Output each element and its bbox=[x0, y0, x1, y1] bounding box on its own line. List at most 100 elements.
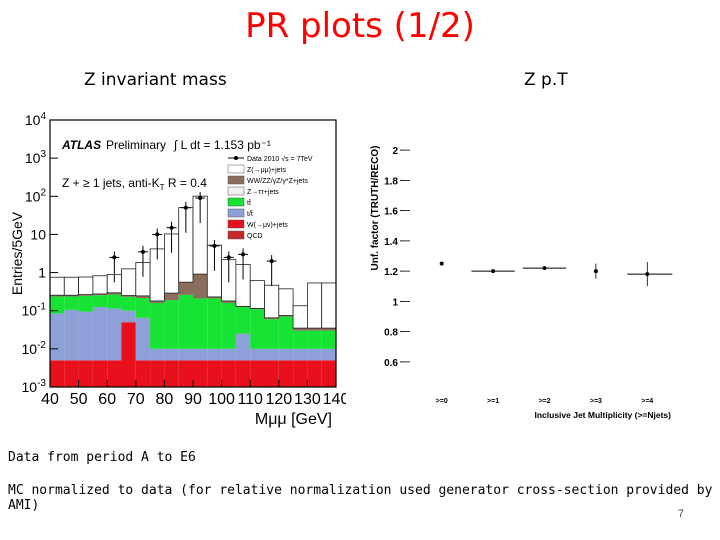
hist-bar bbox=[278, 315, 294, 317]
y-tick-label: 10-2 bbox=[22, 340, 47, 357]
hist-bar bbox=[292, 305, 308, 329]
y-tick-label: 0.8 bbox=[384, 328, 398, 339]
y-tick-label: 1.8 bbox=[384, 176, 398, 187]
hist-bar bbox=[250, 348, 265, 361]
hist-bar bbox=[264, 317, 279, 320]
hist-bar bbox=[264, 284, 280, 319]
hist-bar bbox=[250, 360, 265, 387]
hist-bar bbox=[307, 360, 322, 387]
y-tick-label: 1 bbox=[38, 265, 46, 281]
hist-bar bbox=[92, 275, 108, 295]
legend-label: Z→ττ+jets bbox=[247, 189, 279, 196]
hist-bar bbox=[49, 276, 65, 296]
hist-bar bbox=[249, 280, 265, 309]
hist-bar bbox=[264, 348, 279, 361]
hist-bar bbox=[107, 308, 122, 361]
hist-bar bbox=[135, 360, 151, 387]
x-tick-label: 100 bbox=[208, 391, 235, 408]
x-tick-label: 140 bbox=[323, 391, 346, 408]
data-point bbox=[112, 255, 117, 260]
hist-bar bbox=[307, 348, 322, 361]
hist-bar bbox=[164, 300, 179, 349]
hist-bar bbox=[50, 313, 65, 361]
hist-bar bbox=[235, 307, 251, 334]
y-tick-label: 1 bbox=[392, 297, 398, 308]
data-point bbox=[198, 196, 203, 201]
hist-bar bbox=[321, 360, 336, 387]
data-point bbox=[542, 266, 547, 271]
hist-bar bbox=[121, 295, 136, 297]
x-axis-label: Inclusive Jet Multiplicity (>=Njets) bbox=[534, 410, 671, 420]
left-plot-caption: Z invariant mass bbox=[84, 70, 227, 90]
hist-bar bbox=[293, 330, 308, 349]
data-point bbox=[593, 269, 598, 274]
data-point bbox=[155, 232, 160, 237]
legend-label: Data 2010 √s = 7TeV bbox=[247, 155, 313, 163]
hist-bar bbox=[278, 360, 294, 387]
legend-label: W(→μν)+jets bbox=[247, 222, 288, 229]
hist-bar bbox=[264, 319, 279, 349]
x-axis-label: Mμμ [GeV] bbox=[255, 411, 332, 428]
hist-bar bbox=[121, 268, 137, 296]
hist-bar bbox=[92, 295, 108, 308]
hist-bar bbox=[150, 300, 165, 303]
x-tick-label: 120 bbox=[265, 391, 292, 408]
hist-bar bbox=[50, 295, 65, 297]
legend-label: t/t̄ bbox=[247, 210, 253, 218]
y-tick-label: 102 bbox=[25, 187, 47, 204]
hist-bar bbox=[135, 317, 151, 361]
hist-bar bbox=[278, 348, 294, 361]
hist-bar bbox=[178, 348, 193, 361]
hist-bar bbox=[78, 294, 93, 296]
hist-bar bbox=[164, 360, 179, 387]
hist-bar bbox=[221, 360, 236, 387]
data-point bbox=[491, 269, 496, 274]
hist-bar bbox=[63, 276, 79, 296]
legend-swatch bbox=[227, 164, 245, 174]
hist-bar bbox=[92, 360, 108, 387]
x-tick-label: 80 bbox=[156, 391, 174, 408]
hist-bar bbox=[64, 295, 79, 297]
hist-bar bbox=[193, 348, 208, 361]
hist-bar bbox=[164, 293, 179, 301]
hist-bar bbox=[207, 360, 222, 387]
data-point bbox=[212, 243, 217, 248]
hist-bar bbox=[207, 348, 222, 361]
hist-bar bbox=[92, 293, 108, 296]
hist-bar bbox=[107, 360, 122, 387]
hist-bar bbox=[207, 296, 222, 299]
y-tick-label: 103 bbox=[25, 149, 47, 166]
hist-bar bbox=[92, 307, 108, 361]
x-tick-label: 70 bbox=[127, 391, 145, 408]
hist-bar bbox=[78, 311, 93, 361]
hist-bar bbox=[78, 360, 93, 387]
hist-bar bbox=[235, 333, 251, 361]
hist-bar bbox=[321, 348, 336, 361]
y-tick-label: 104 bbox=[25, 111, 47, 128]
hist-bar bbox=[150, 302, 165, 349]
luminosity-label: ∫ L dt = 1.153 pb⁻¹ bbox=[173, 138, 271, 152]
x-tick-label: 50 bbox=[70, 391, 88, 408]
data-point bbox=[269, 259, 274, 264]
hist-bar bbox=[164, 348, 179, 361]
hist-bar bbox=[135, 298, 151, 318]
hist-bar bbox=[150, 348, 165, 361]
legend-label: tt̄ bbox=[247, 199, 251, 207]
hist-bar bbox=[307, 328, 322, 331]
hist-bar bbox=[293, 348, 308, 361]
atlas-label: ATLAS bbox=[61, 138, 101, 152]
x-tick-label: >=0 bbox=[436, 398, 448, 405]
hist-bar bbox=[221, 348, 236, 361]
x-tick-label: >=3 bbox=[590, 398, 602, 405]
y-tick-label: 10-3 bbox=[22, 378, 47, 395]
hist-bar bbox=[235, 360, 251, 387]
x-tick-label: 110 bbox=[237, 391, 263, 408]
legend-label: Z(→μμ)+jets bbox=[247, 167, 286, 174]
hist-bar bbox=[150, 360, 165, 387]
data-point bbox=[241, 252, 246, 257]
legend-label: QCD bbox=[247, 233, 263, 240]
right-plot-caption: Z p.T bbox=[524, 70, 568, 90]
hist-bar bbox=[50, 296, 65, 314]
hist-bar bbox=[293, 328, 308, 331]
